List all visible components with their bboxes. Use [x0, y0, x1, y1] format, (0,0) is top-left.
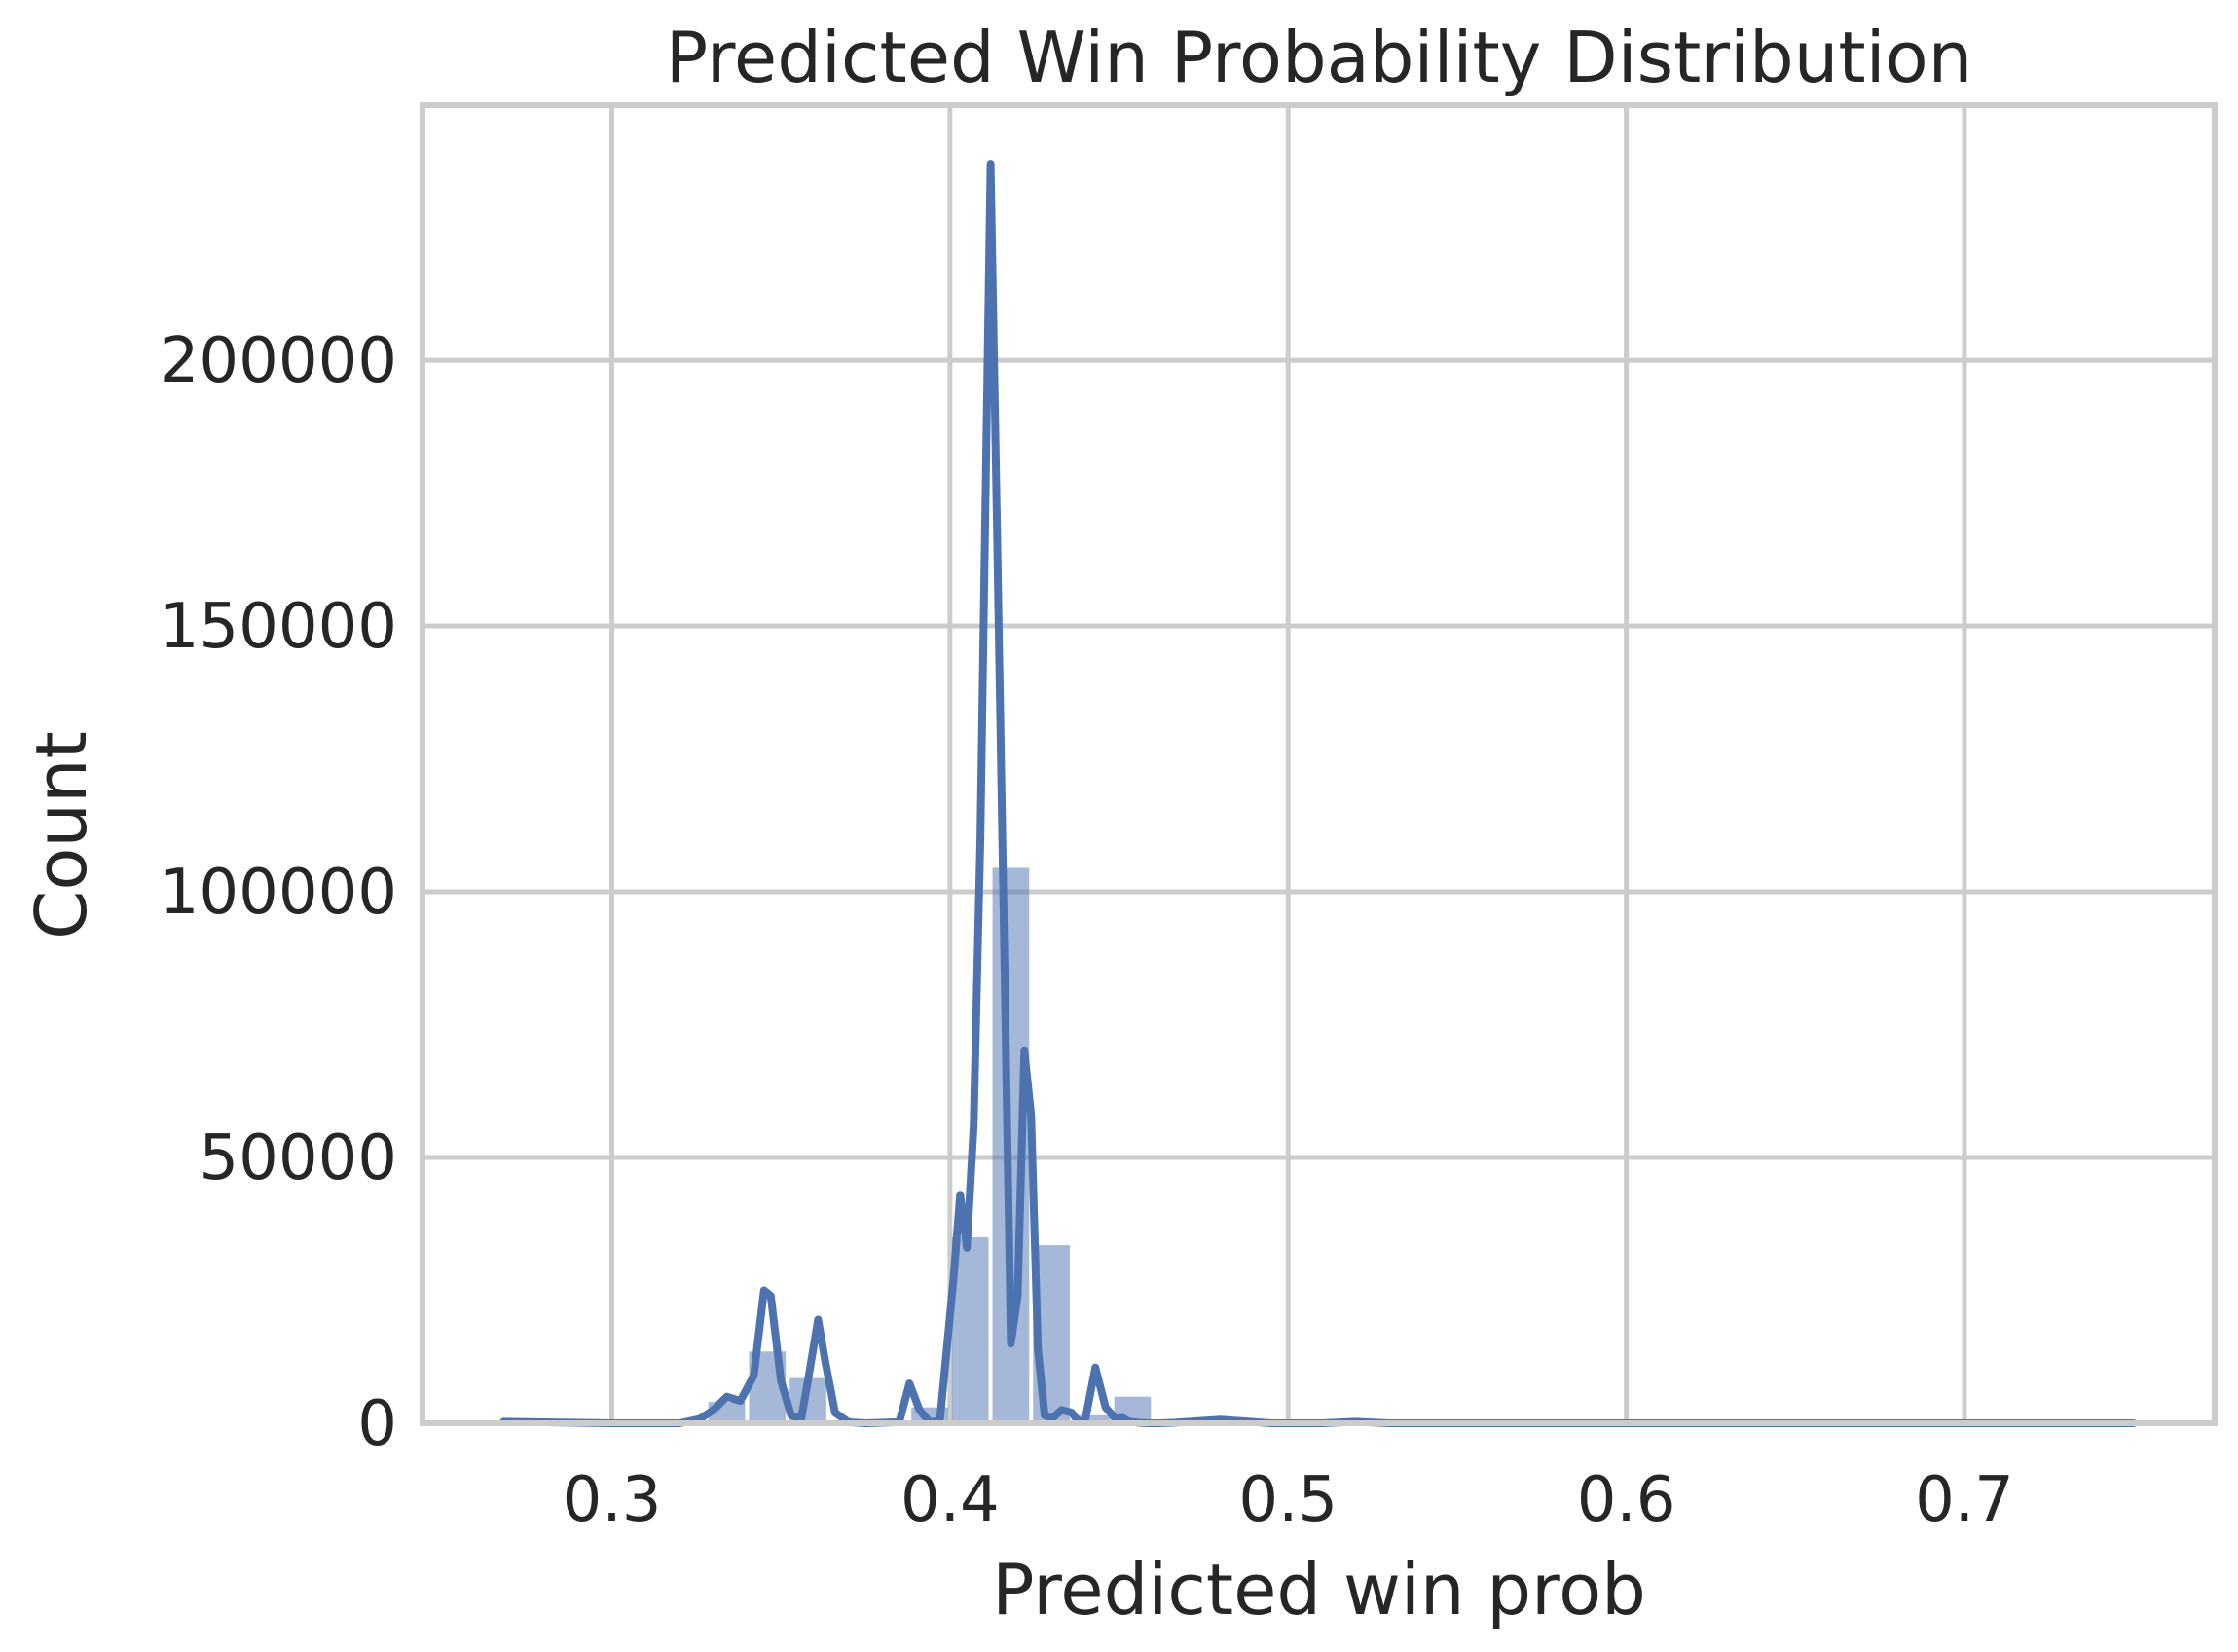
- y-gridlines: [422, 357, 2215, 1426]
- x-tick-labels: 0.3 0.4 0.5 0.6 0.7: [563, 1464, 2014, 1536]
- kde-line: [499, 160, 2138, 1427]
- y-tick-label: 0: [357, 1388, 397, 1460]
- y-tick-label: 50000: [199, 1122, 397, 1194]
- x-tick-label: 0.7: [1915, 1464, 2014, 1536]
- x-tick-label: 0.4: [900, 1464, 1000, 1536]
- x-gridlines: [609, 105, 1967, 1423]
- histogram-bars: [668, 867, 1192, 1423]
- x-tick-label: 0.5: [1238, 1464, 1338, 1536]
- y-tick-label: 200000: [160, 325, 397, 397]
- chart-title: Predicted Win Probability Distribution: [666, 17, 1973, 98]
- y-tick-labels: 0 50000 100000 150000 200000: [160, 325, 397, 1460]
- x-tick-label: 0.3: [563, 1464, 662, 1536]
- y-tick-label: 100000: [160, 857, 397, 929]
- y-tick-label: 150000: [160, 591, 397, 663]
- plot-frame: [420, 102, 2218, 1426]
- histogram-bar: [1073, 1414, 1111, 1423]
- x-axis-label: Predicted win prob: [992, 1549, 1646, 1631]
- y-axis-label: Count: [20, 731, 102, 939]
- x-tick-label: 0.6: [1577, 1464, 1676, 1536]
